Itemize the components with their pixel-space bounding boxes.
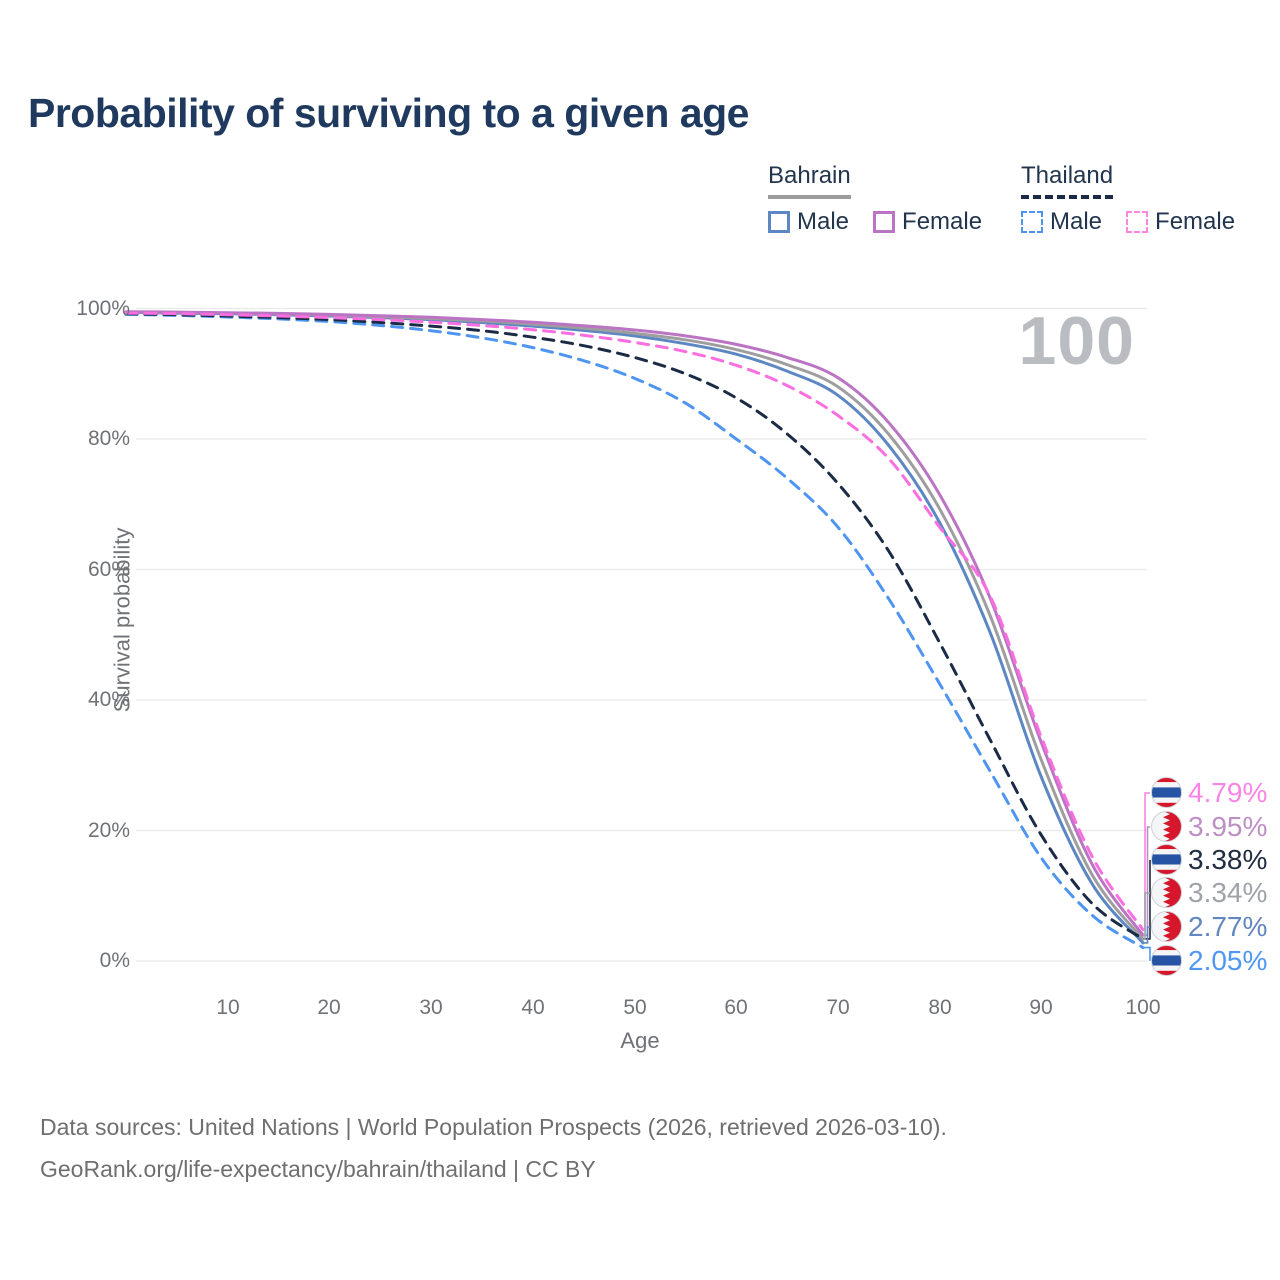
thailand-male-swatch[interactable]: [1021, 211, 1043, 233]
bahrain-flag-icon: [1151, 811, 1182, 842]
y-tick-label: 0%: [99, 949, 130, 972]
x-tick-label: 70: [826, 996, 850, 1019]
series-line-bahrain-both[interactable]: [124, 310, 1145, 941]
thailand-flag-icon: [1151, 844, 1182, 875]
bahrain-flag-icon: [1151, 911, 1182, 942]
series-line-thailand-male[interactable]: [124, 312, 1145, 950]
y-tick-label: 40%: [87, 688, 130, 711]
x-tick-label: 10: [216, 996, 240, 1019]
end-value-thailand-female: 4.79%: [1188, 777, 1268, 808]
x-tick-label: 40: [521, 996, 545, 1019]
end-value-thailand-both-sexes: 3.38%: [1188, 844, 1268, 875]
x-axis-label: Age: [620, 1028, 660, 1053]
thailand-female-swatch[interactable]: [1126, 211, 1149, 233]
x-tick-label: 30: [419, 996, 443, 1019]
legend-group-thailand: Thailand Male Female: [1021, 162, 1259, 236]
chart-title: Probability of surviving to a given age: [28, 90, 749, 136]
thailand-flag-icon: [1151, 777, 1182, 808]
legend-item-bahrain-male[interactable]: Male: [768, 208, 849, 236]
x-tick-label: 20: [317, 996, 341, 1019]
series-line-thailand-female[interactable]: [124, 311, 1145, 932]
legend-country-bahrain[interactable]: Bahrain: [768, 162, 851, 199]
bahrain-flag-icon: [1151, 877, 1182, 908]
y-tick-label: 60%: [87, 558, 130, 581]
end-value-bahrain-female: 3.95%: [1188, 811, 1268, 842]
series-line-bahrain-female[interactable]: [124, 310, 1145, 937]
end-label-connector: [1143, 926, 1150, 944]
bahrain-male-label: Male: [797, 208, 850, 235]
age-watermark: 100: [1018, 303, 1135, 379]
bahrain-male-swatch[interactable]: [768, 211, 790, 233]
end-label-connector: [1143, 826, 1150, 936]
legend-country-thailand[interactable]: Thailand: [1021, 162, 1114, 199]
x-tick-label: 50: [623, 996, 647, 1019]
end-value-bahrain-male: 2.77%: [1188, 911, 1268, 942]
end-value-thailand-male: 2.05%: [1188, 945, 1268, 976]
source-footer: Data sources: United Nations | World Pop…: [40, 1106, 947, 1190]
series-line-thailand-both[interactable]: [124, 312, 1145, 941]
end-label-connector: [1143, 892, 1150, 940]
thailand-male-label: Male: [1050, 208, 1103, 235]
legend-items-thailand: Male Female: [1021, 208, 1259, 236]
series-line-bahrain-male[interactable]: [124, 310, 1145, 945]
x-tick-label: 60: [724, 996, 748, 1019]
legend-item-thailand-female[interactable]: Female: [1126, 208, 1235, 236]
x-tick-label: 100: [1125, 996, 1161, 1019]
y-tick-label: 20%: [87, 819, 130, 842]
end-label-connector: [1143, 946, 1151, 961]
source-line-2: GeoRank.org/life-expectancy/bahrain/thai…: [40, 1156, 596, 1182]
source-line-1: Data sources: United Nations | World Pop…: [40, 1114, 947, 1140]
thailand-flag-icon: [1151, 945, 1182, 976]
y-tick-label: 80%: [87, 427, 130, 450]
thailand-female-label: Female: [1155, 208, 1236, 235]
legend-items-bahrain: Male Female: [768, 208, 1006, 236]
y-tick-label: 100%: [76, 297, 130, 320]
end-value-bahrain-both-sexes: 3.34%: [1188, 877, 1268, 908]
x-tick-label: 90: [1029, 996, 1053, 1019]
y-axis-label: Survival probability: [109, 527, 135, 713]
end-label-connector: [1143, 792, 1150, 931]
legend-item-bahrain-female[interactable]: Female: [873, 208, 982, 236]
legend-group-bahrain: Bahrain Male Female: [768, 162, 1006, 236]
bahrain-female-swatch[interactable]: [873, 211, 896, 233]
bahrain-female-label: Female: [902, 208, 983, 235]
legend-item-thailand-male[interactable]: Male: [1021, 208, 1102, 236]
x-tick-label: 80: [928, 996, 952, 1019]
